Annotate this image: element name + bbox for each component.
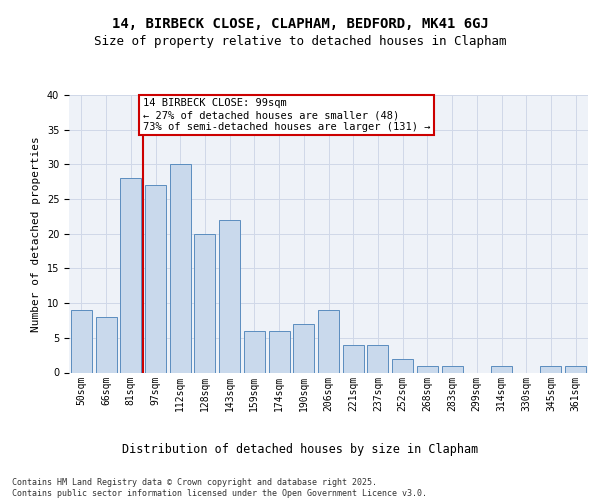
- Text: Size of property relative to detached houses in Clapham: Size of property relative to detached ho…: [94, 35, 506, 48]
- Bar: [343, 345, 364, 372]
- Bar: [95, 317, 116, 372]
- Bar: [392, 358, 413, 372]
- Text: 14, BIRBECK CLOSE, CLAPHAM, BEDFORD, MK41 6GJ: 14, BIRBECK CLOSE, CLAPHAM, BEDFORD, MK4…: [112, 18, 488, 32]
- Bar: [170, 164, 191, 372]
- Bar: [269, 331, 290, 372]
- Bar: [219, 220, 240, 372]
- Text: 14 BIRBECK CLOSE: 99sqm
← 27% of detached houses are smaller (48)
73% of semi-de: 14 BIRBECK CLOSE: 99sqm ← 27% of detache…: [143, 98, 431, 132]
- Bar: [293, 324, 314, 372]
- Bar: [491, 366, 512, 372]
- Bar: [71, 310, 92, 372]
- Bar: [318, 310, 339, 372]
- Bar: [565, 366, 586, 372]
- Text: Distribution of detached houses by size in Clapham: Distribution of detached houses by size …: [122, 442, 478, 456]
- Bar: [194, 234, 215, 372]
- Bar: [442, 366, 463, 372]
- Bar: [417, 366, 438, 372]
- Bar: [145, 185, 166, 372]
- Bar: [541, 366, 562, 372]
- Bar: [367, 345, 388, 372]
- Bar: [244, 331, 265, 372]
- Text: Contains HM Land Registry data © Crown copyright and database right 2025.
Contai: Contains HM Land Registry data © Crown c…: [12, 478, 427, 498]
- Bar: [120, 178, 141, 372]
- Y-axis label: Number of detached properties: Number of detached properties: [31, 136, 41, 332]
